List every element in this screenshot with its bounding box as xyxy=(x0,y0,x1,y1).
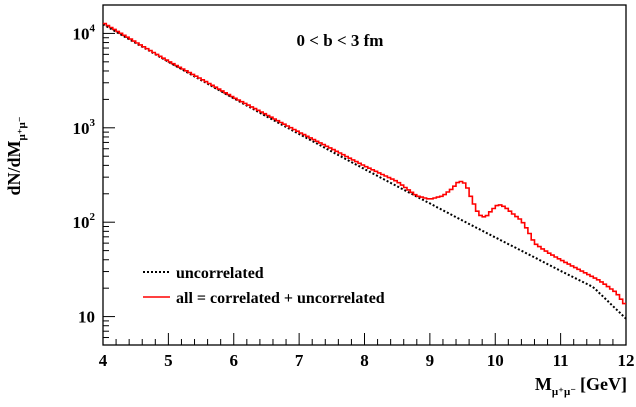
y-axis-title-main: dN/dM xyxy=(4,141,24,196)
x-tick-label: 5 xyxy=(164,351,173,370)
tick-labels: 4 5 6 7 8 9 10 11 12 10 102 103 104 xyxy=(73,22,635,370)
x-tick-label: 7 xyxy=(295,351,304,370)
x-tick-label: 11 xyxy=(553,351,569,370)
legend-label-all: all = correlated + uncorrelated xyxy=(176,290,385,307)
legend-label-uncorrelated: uncorrelated xyxy=(176,265,264,282)
series-uncorrelated xyxy=(102,23,627,320)
y-tick-label: 104 xyxy=(73,22,96,43)
y-axis-title-sub: μ⁺μ⁻ xyxy=(16,116,28,140)
y-tick-label: 102 xyxy=(73,211,96,232)
x-tick-label: 12 xyxy=(618,351,635,370)
legend: uncorrelated all = correlated + uncorrel… xyxy=(143,265,385,307)
x-tick-label: 8 xyxy=(360,351,369,370)
x-axis-title-unit: [GeV] xyxy=(580,374,627,394)
axis-ticks xyxy=(102,4,627,346)
svg-text:dN/dMμ⁺μ⁻: dN/dMμ⁺μ⁻ xyxy=(4,116,28,195)
y-tick-label: 103 xyxy=(73,117,96,138)
y-tick-label: 10 xyxy=(78,308,95,327)
x-axis-title-main: M xyxy=(535,374,552,394)
y-axis-title: dN/dMμ⁺μ⁻ xyxy=(4,116,28,195)
centrality-annotation: 0 < b < 3 fm xyxy=(297,31,384,50)
x-tick-label: 10 xyxy=(487,351,504,370)
x-tick-label: 9 xyxy=(426,351,435,370)
x-axis-title: Mμ⁺μ⁻ [GeV] xyxy=(535,374,627,398)
series-layer xyxy=(102,22,627,320)
x-tick-label: 6 xyxy=(230,351,239,370)
x-tick-label: 4 xyxy=(99,351,108,370)
svg-text:Mμ⁺μ⁻[GeV]: Mμ⁺μ⁻ [GeV] xyxy=(535,374,627,398)
x-axis-title-sub: μ⁺μ⁻ xyxy=(552,386,576,398)
series-all-correlated-uncorrelated xyxy=(103,22,626,305)
